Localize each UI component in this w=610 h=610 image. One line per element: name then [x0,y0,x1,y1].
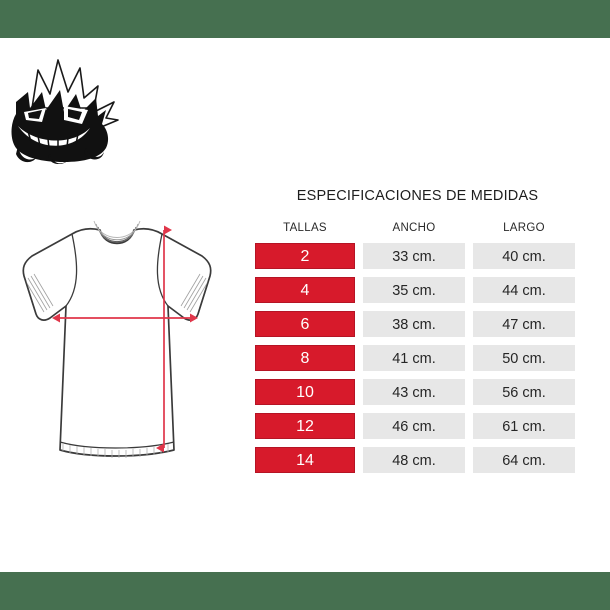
cell-spacer [465,243,473,269]
cell-spacer [355,311,363,337]
size-value: 6 [255,311,355,337]
column-spacer [355,222,363,234]
size-value: 2 [255,243,355,269]
cell-spacer [465,277,473,303]
column-header-tallas: TALLAS [283,222,327,234]
ancho-value: 35 cm. [363,277,465,303]
size-value: 12 [255,413,355,439]
cell-spacer [465,447,473,473]
size-value: 8 [255,345,355,371]
page-title: ESPECIFICACIONES DE MEDIDAS [296,188,539,204]
table-row: 14 48 cm. 64 cm. [255,447,580,473]
cell-spacer [355,447,363,473]
ancho-value: 46 cm. [363,413,465,439]
content-area: ESPECIFICACIONES DE MEDIDAS TALLAS ANCHO… [0,38,610,572]
table-row: 8 41 cm. 50 cm. [255,345,580,371]
table-row: 4 35 cm. 44 cm. [255,277,580,303]
largo-value: 56 cm. [473,379,575,405]
size-value: 14 [255,447,355,473]
letterbox-top [0,0,610,38]
table-row: 2 33 cm. 40 cm. [255,243,580,269]
largo-value: 61 cm. [473,413,575,439]
ancho-value: 43 cm. [363,379,465,405]
gengar-silhouette-logo [2,46,120,165]
cell-spacer [355,379,363,405]
ancho-value: 48 cm. [363,447,465,473]
cell-spacer [355,243,363,269]
table-row: 12 46 cm. 61 cm. [255,413,580,439]
largo-value: 47 cm. [473,311,575,337]
column-header-largo: LARGO [503,222,545,234]
cell-spacer [465,413,473,439]
size-value: 10 [255,379,355,405]
cell-spacer [465,311,473,337]
ancho-value: 33 cm. [363,243,465,269]
tshirt-measurement-diagram [14,218,240,480]
column-spacer [465,222,473,234]
measurements-table: ESPECIFICACIONES DE MEDIDAS TALLAS ANCHO… [255,188,580,481]
ancho-value: 38 cm. [363,311,465,337]
largo-value: 50 cm. [473,345,575,371]
table-header-row: TALLAS ANCHO LARGO [255,222,580,234]
cell-spacer [355,413,363,439]
table-row: 10 43 cm. 56 cm. [255,379,580,405]
largo-value: 40 cm. [473,243,575,269]
cell-spacer [355,345,363,371]
largo-value: 44 cm. [473,277,575,303]
ancho-value: 41 cm. [363,345,465,371]
cell-spacer [355,277,363,303]
column-header-ancho: ANCHO [392,222,436,234]
letterbox-bottom [0,572,610,610]
size-value: 4 [255,277,355,303]
table-row: 6 38 cm. 47 cm. [255,311,580,337]
cell-spacer [465,345,473,371]
largo-value: 64 cm. [473,447,575,473]
cell-spacer [465,379,473,405]
